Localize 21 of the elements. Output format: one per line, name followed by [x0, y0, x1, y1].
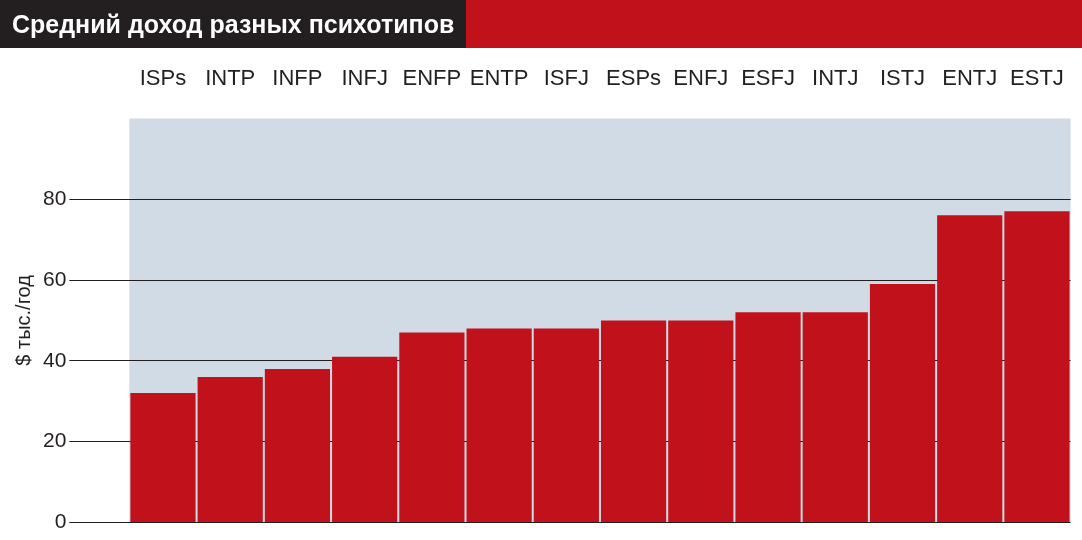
x-tick-label: ESPs: [606, 65, 662, 91]
x-tick-label: ISTJ: [879, 65, 926, 91]
y-axis-title: $ тыс./год: [11, 274, 34, 366]
x-tick-label: INTJ: [812, 65, 859, 91]
x-tick-label: ESFJ: [741, 65, 795, 91]
x-tick-label: INFP: [272, 65, 323, 91]
x-tick-label: ENTP: [469, 65, 529, 91]
y-tick-label: 80: [43, 186, 67, 209]
chart-title: Средний доход разных психотипов: [0, 0, 467, 48]
y-tick-label: 20: [43, 428, 67, 452]
x-tick-label: INTP: [205, 65, 256, 91]
x-tick-label: ESTJ: [1010, 65, 1064, 91]
x-tick-label: ENFJ: [673, 65, 729, 91]
y-tick-label: 40: [43, 347, 67, 371]
x-tick-label: ENTJ: [942, 65, 998, 91]
y-tick-label: 60: [43, 266, 67, 290]
y-tick-label: 0: [54, 509, 67, 533]
x-tick-label: INFJ: [341, 65, 388, 91]
x-tick-label: ISPs: [139, 65, 187, 91]
x-tick-label: ENFP: [402, 65, 462, 91]
x-tick-label: ISFJ: [543, 65, 589, 91]
